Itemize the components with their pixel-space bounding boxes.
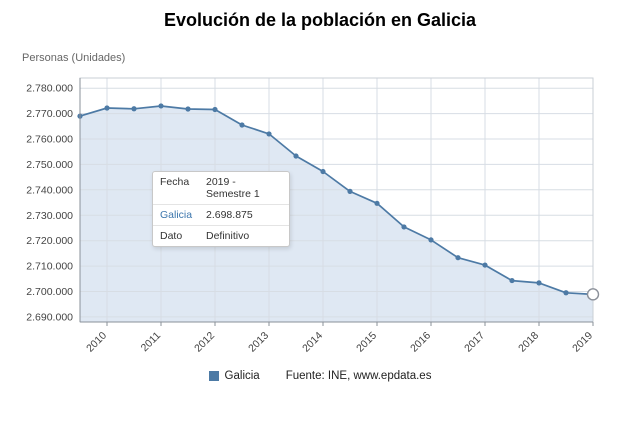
y-tick-label: 2.720.000 bbox=[26, 235, 73, 247]
data-point[interactable] bbox=[401, 224, 407, 230]
data-point[interactable] bbox=[374, 200, 380, 206]
tooltip-row-fecha: Fecha 2019 - Semestre 1 bbox=[153, 172, 289, 205]
x-tick-label: 2010 bbox=[84, 330, 109, 355]
area-fill bbox=[80, 106, 593, 322]
x-tick-label: 2011 bbox=[139, 330, 164, 355]
data-point[interactable] bbox=[509, 277, 515, 284]
tooltip-value: Definitivo bbox=[206, 230, 250, 242]
series-line bbox=[79, 105, 594, 296]
y-tick-label: 2.750.000 bbox=[26, 159, 73, 171]
data-point[interactable] bbox=[104, 105, 110, 111]
data-point[interactable] bbox=[320, 168, 326, 175]
legend-label: Galicia bbox=[224, 370, 260, 382]
x-tick-label: 2018 bbox=[516, 330, 541, 355]
data-point[interactable] bbox=[239, 122, 245, 128]
x-tick-label: 2013 bbox=[246, 330, 271, 355]
data-point[interactable] bbox=[482, 262, 488, 268]
tooltip-value: 2.698.875 bbox=[206, 209, 253, 221]
data-point[interactable] bbox=[158, 103, 164, 109]
x-tick-label: 2014 bbox=[300, 330, 325, 355]
x-tick-label: 2016 bbox=[408, 330, 433, 355]
tooltip-value: 2019 - Semestre 1 bbox=[206, 176, 260, 200]
y-axis-title: Personas (Unidades) bbox=[22, 52, 126, 64]
chart-tooltip: Fecha 2019 - Semestre 1 Galicia 2.698.87… bbox=[152, 171, 290, 247]
data-point[interactable] bbox=[212, 106, 218, 113]
x-tick-label: 2015 bbox=[354, 330, 379, 355]
y-tick-label: 2.770.000 bbox=[26, 108, 73, 120]
tooltip-label: Galicia bbox=[160, 209, 193, 221]
source-text: Fuente: INE, www.epdata.es bbox=[285, 370, 432, 382]
highlighted-point[interactable] bbox=[586, 288, 600, 301]
y-tick-label: 2.740.000 bbox=[26, 184, 73, 196]
data-point[interactable] bbox=[131, 106, 137, 112]
data-point[interactable] bbox=[428, 237, 434, 243]
data-point[interactable] bbox=[347, 188, 353, 194]
x-tick-label: 2017 bbox=[462, 330, 487, 355]
y-tick-label: 2.700.000 bbox=[26, 286, 73, 298]
data-point[interactable] bbox=[266, 131, 272, 137]
y-tick-label: 2.710.000 bbox=[26, 261, 73, 273]
tooltip-label: Dato bbox=[160, 230, 183, 242]
tooltip-row-dato: Dato Definitivo bbox=[153, 226, 289, 246]
data-point[interactable] bbox=[293, 153, 299, 159]
tooltip-row-galicia: Galicia 2.698.875 bbox=[153, 205, 289, 226]
legend-item-galicia[interactable]: Galicia bbox=[208, 370, 260, 382]
data-point[interactable] bbox=[455, 255, 461, 261]
data-point[interactable] bbox=[536, 280, 542, 286]
data-point[interactable] bbox=[563, 290, 569, 296]
y-tick-label: 2.780.000 bbox=[26, 83, 73, 95]
page-title: Evolución de la población en Galicia bbox=[163, 10, 477, 30]
legend-swatch-icon bbox=[208, 371, 219, 381]
y-tick-label: 2.730.000 bbox=[26, 210, 73, 222]
data-point[interactable] bbox=[185, 106, 191, 112]
x-tick-label: 2019 bbox=[570, 330, 595, 355]
chart-footer: Galicia Fuente: INE, www.epdata.es bbox=[0, 370, 640, 382]
x-tick-label: 2012 bbox=[192, 330, 217, 355]
y-tick-label: 2.760.000 bbox=[26, 134, 73, 146]
y-tick-label: 2.690.000 bbox=[26, 311, 73, 323]
tooltip-label: Fecha bbox=[160, 176, 190, 188]
